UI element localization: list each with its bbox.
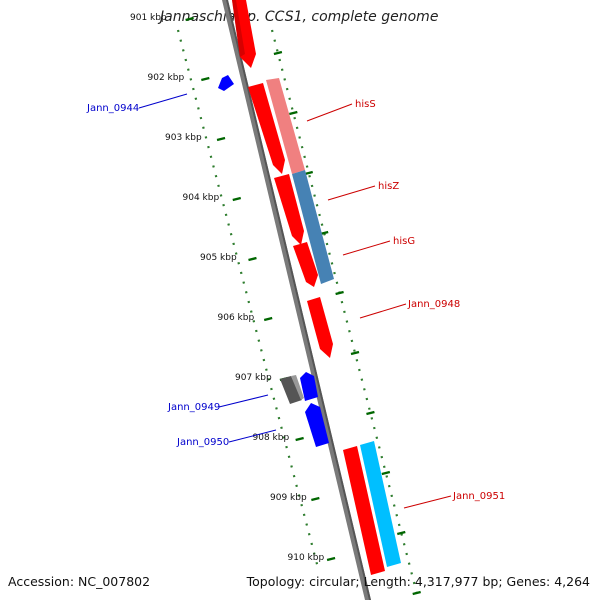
leader-Jann_0951 bbox=[403, 495, 452, 509]
major-tick bbox=[381, 470, 391, 476]
major-tick bbox=[326, 556, 336, 562]
gene-label: Jann_0951 bbox=[452, 491, 505, 502]
gene-label: Jann_0948 bbox=[407, 299, 460, 310]
major-tick bbox=[232, 196, 242, 202]
leader-Jann_0949 bbox=[218, 394, 269, 408]
kbp-label: 908 kbp bbox=[253, 433, 290, 443]
kbp-ruler-labels: 901 kbp 902 kbp 903 kbp 904 kbp 905 kbp 906 k… bbox=[130, 13, 324, 563]
kbp-label: 903 kbp bbox=[165, 133, 202, 143]
gene-label: hisG bbox=[393, 236, 415, 247]
topology-text: Topology: circular; Length: 4,317,977 bp… bbox=[246, 574, 590, 589]
major-tick bbox=[350, 350, 360, 356]
feature-pseudo bbox=[280, 376, 302, 404]
kbp-label: 905 kbp bbox=[200, 253, 237, 263]
kbp-label: 901 kbp bbox=[130, 13, 167, 23]
gene-arrow-hisZ bbox=[274, 174, 304, 245]
major-tick bbox=[273, 50, 283, 56]
leader-Jann_0944 bbox=[138, 93, 188, 109]
left-major-ticks bbox=[185, 16, 336, 562]
gene-label: Jann_0949 bbox=[167, 402, 220, 413]
gene-label: Jann_0944 bbox=[86, 103, 139, 114]
kbp-label: 910 kbp bbox=[288, 553, 325, 563]
major-tick bbox=[248, 256, 257, 262]
gene-label: Jann_0950 bbox=[176, 437, 229, 448]
feature-Jann_0951 bbox=[360, 441, 401, 567]
major-tick bbox=[295, 436, 304, 442]
leader-Jann_0948 bbox=[359, 303, 407, 319]
gene-label: hisZ bbox=[378, 181, 399, 192]
major-tick bbox=[412, 590, 421, 596]
kbp-label: 907 kbp bbox=[235, 373, 272, 383]
major-tick bbox=[201, 76, 210, 82]
leader-hisZ bbox=[327, 185, 376, 201]
feature-hisZ bbox=[292, 170, 334, 284]
feature-hisS bbox=[266, 78, 305, 174]
gene-arrow-Jann_0944 bbox=[218, 75, 234, 91]
gene-arrow-Jann_0948 bbox=[307, 297, 333, 358]
kbp-label: 909 kbp bbox=[270, 493, 307, 503]
major-tick bbox=[304, 170, 314, 176]
major-tick bbox=[263, 316, 273, 322]
gene-arrow-hisS bbox=[248, 83, 285, 174]
gene-arrow-Jann_0949 bbox=[300, 372, 318, 401]
major-tick bbox=[311, 496, 320, 502]
gene-label: hisS bbox=[355, 99, 376, 110]
major-tick bbox=[335, 290, 344, 296]
major-tick bbox=[185, 16, 194, 22]
leader-hisG bbox=[342, 240, 391, 256]
major-tick bbox=[289, 110, 298, 116]
major-tick bbox=[396, 530, 406, 536]
right-major-ticks bbox=[273, 50, 421, 596]
leader-Jann_0950 bbox=[228, 429, 277, 443]
leader-hisS bbox=[306, 103, 353, 122]
major-tick bbox=[366, 410, 375, 416]
major-tick bbox=[216, 136, 226, 142]
kbp-label: 906 kbp bbox=[218, 313, 255, 323]
gene-arrow-hisG bbox=[293, 242, 318, 287]
gene-arrow-Jann_0951 bbox=[343, 446, 385, 575]
kbp-label: 904 kbp bbox=[183, 193, 220, 203]
kbp-label: 902 kbp bbox=[148, 73, 185, 83]
accession-text: Accession: NC_007802 bbox=[8, 574, 151, 589]
gene-arrow-Jann_0950 bbox=[305, 403, 329, 447]
gene-labels: Jann_0944 hisS hisZ hisG Jann_0948 Jann_0949 J… bbox=[86, 99, 505, 502]
